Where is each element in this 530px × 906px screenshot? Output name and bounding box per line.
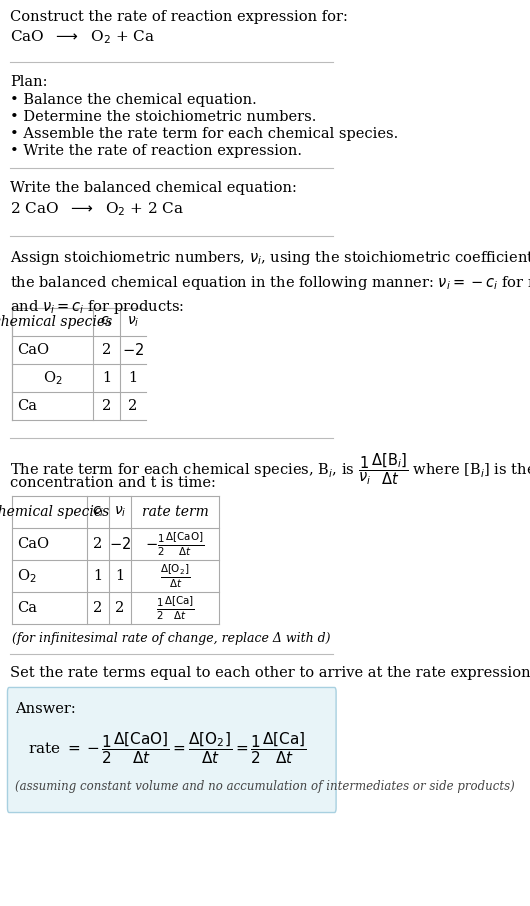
Text: • Determine the stoichiometric numbers.: • Determine the stoichiometric numbers.: [11, 110, 317, 124]
Text: rate $= -\dfrac{1}{2}\dfrac{\Delta[\mathrm{CaO}]}{\Delta t} = \dfrac{\Delta[\mat: rate $= -\dfrac{1}{2}\dfrac{\Delta[\math…: [28, 730, 307, 766]
Text: 2: 2: [93, 601, 103, 615]
Text: $\frac{1}{2}\frac{\Delta[\mathrm{Ca}]}{\Delta t}$: $\frac{1}{2}\frac{\Delta[\mathrm{Ca}]}{\…: [155, 594, 195, 622]
Text: O$_2$: O$_2$: [43, 369, 62, 387]
Text: 1: 1: [102, 371, 111, 385]
Text: 2: 2: [116, 601, 125, 615]
Text: Ca: Ca: [16, 601, 37, 615]
Text: 1: 1: [128, 371, 137, 385]
Text: 2: 2: [102, 399, 111, 413]
Text: $-\frac{1}{2}\frac{\Delta[\mathrm{CaO}]}{\Delta t}$: $-\frac{1}{2}\frac{\Delta[\mathrm{CaO}]}…: [145, 530, 205, 558]
Text: Set the rate terms equal to each other to arrive at the rate expression:: Set the rate terms equal to each other t…: [11, 666, 530, 680]
Text: $-2$: $-2$: [122, 342, 144, 358]
Text: $-2$: $-2$: [109, 536, 131, 552]
Text: 2: 2: [128, 399, 137, 413]
Text: 2 CaO  $\longrightarrow$  O$_2$ + 2 Ca: 2 CaO $\longrightarrow$ O$_2$ + 2 Ca: [11, 200, 184, 217]
Text: (for infinitesimal rate of change, replace Δ with d): (for infinitesimal rate of change, repla…: [12, 632, 330, 645]
Text: chemical species: chemical species: [0, 505, 109, 519]
Text: Plan:: Plan:: [11, 75, 48, 89]
Text: 2: 2: [93, 537, 103, 551]
Text: chemical species: chemical species: [0, 315, 112, 329]
Text: 2: 2: [102, 343, 111, 357]
Text: CaO  $\longrightarrow$  O$_2$ + Ca: CaO $\longrightarrow$ O$_2$ + Ca: [11, 28, 155, 45]
FancyBboxPatch shape: [7, 688, 336, 813]
Text: Write the balanced chemical equation:: Write the balanced chemical equation:: [11, 181, 297, 195]
Text: Construct the rate of reaction expression for:: Construct the rate of reaction expressio…: [11, 10, 348, 24]
Text: $c_i$: $c_i$: [92, 505, 104, 519]
Text: • Write the rate of reaction expression.: • Write the rate of reaction expression.: [11, 144, 303, 158]
Text: • Balance the chemical equation.: • Balance the chemical equation.: [11, 93, 257, 107]
Text: Assign stoichiometric numbers, $\nu_i$, using the stoichiometric coefficients, $: Assign stoichiometric numbers, $\nu_i$, …: [11, 249, 530, 316]
Text: O$_2$: O$_2$: [16, 567, 36, 585]
Text: $c_i$: $c_i$: [100, 314, 112, 329]
Text: CaO: CaO: [16, 537, 49, 551]
Text: 1: 1: [93, 569, 103, 583]
Text: Ca: Ca: [16, 399, 37, 413]
Text: The rate term for each chemical species, B$_i$, is $\dfrac{1}{\nu_i}\dfrac{\Delt: The rate term for each chemical species,…: [11, 451, 530, 487]
Text: • Assemble the rate term for each chemical species.: • Assemble the rate term for each chemic…: [11, 127, 399, 141]
Text: Answer:: Answer:: [15, 702, 76, 716]
Text: (assuming constant volume and no accumulation of intermediates or side products): (assuming constant volume and no accumul…: [15, 780, 515, 793]
Text: CaO: CaO: [16, 343, 49, 357]
Text: rate term: rate term: [142, 505, 208, 519]
Text: $\frac{\Delta[\mathrm{O}_2]}{\Delta t}$: $\frac{\Delta[\mathrm{O}_2]}{\Delta t}$: [160, 563, 190, 590]
Text: 1: 1: [116, 569, 125, 583]
Text: $\nu_i$: $\nu_i$: [114, 505, 126, 519]
Text: concentration and t is time:: concentration and t is time:: [11, 476, 216, 490]
Text: $\nu_i$: $\nu_i$: [127, 314, 139, 329]
